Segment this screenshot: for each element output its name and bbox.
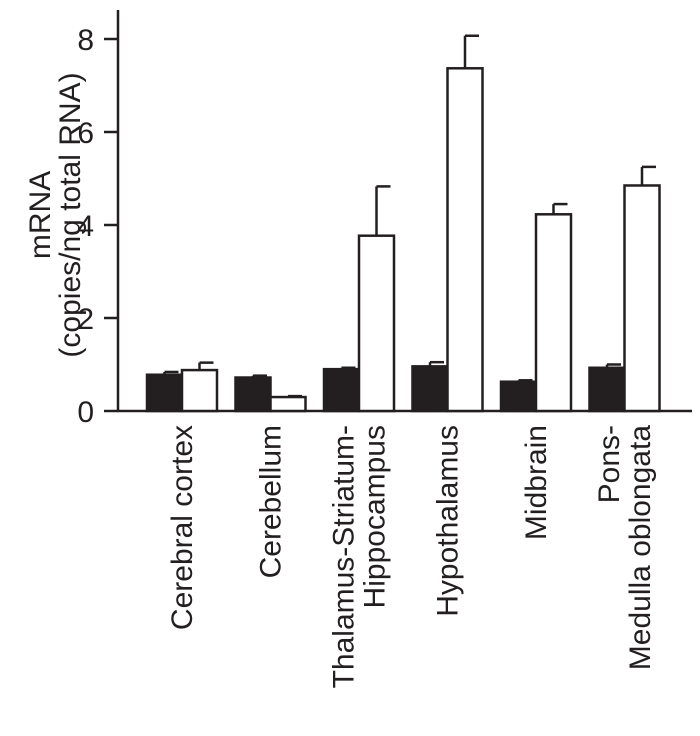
y-tick-label-1: 2 — [77, 303, 94, 336]
bar-s1-c4 — [534, 213, 573, 413]
bars — [145, 34, 661, 413]
bar-s0-c1 — [234, 376, 272, 413]
bar-s0-c0 — [145, 373, 184, 413]
axes — [116, 10, 692, 413]
x-tick-label-5-line-1: Medulla oblongata — [624, 425, 657, 671]
bar-s1-c0 — [180, 368, 219, 413]
bar-s1-c3 — [446, 67, 484, 413]
bar-s0-c4 — [499, 380, 538, 413]
x-tick-label-5-line-0: Pons- — [593, 425, 626, 503]
x-tick-label-1-line-0: Cerebellum — [255, 425, 288, 578]
y-tick-label-0: 0 — [77, 396, 94, 429]
x-tick-label-4-line-0: Midbrain — [520, 425, 553, 540]
bar-s0-c2 — [322, 367, 361, 413]
x-tick-labels: Cerebral cortex Cerebellum Thalamus-Striat… — [166, 425, 657, 689]
y-tick-label-2: 4 — [77, 210, 94, 243]
bar-s0-c3 — [411, 365, 449, 413]
bar-s1-c5 — [623, 184, 661, 413]
bar-s0-c5 — [588, 366, 626, 413]
y-tick-label-3: 6 — [77, 117, 94, 150]
x-tick-label-3-line-0: Hypothalamus — [432, 425, 465, 617]
y-axis-label-line-1: (copies/ng total RNA) — [54, 72, 87, 357]
y-tick-label-4: 8 — [77, 24, 94, 57]
y-ticks: 0 2 4 6 8 — [77, 24, 118, 429]
y-axis-label: mRNA(copies/ng total RNA) — [24, 72, 87, 357]
x-tick-label-0-line-0: Cerebral cortex — [166, 425, 199, 630]
x-tick-label-2-line-0: Thalamus-Striatum- — [328, 425, 361, 688]
bar-s1-c1 — [269, 395, 307, 413]
y-axis-label-line-0: mRNA — [24, 171, 57, 259]
bar-s1-c2 — [357, 234, 396, 413]
x-tick-label-2-line-1: Hippocampus — [359, 425, 392, 608]
